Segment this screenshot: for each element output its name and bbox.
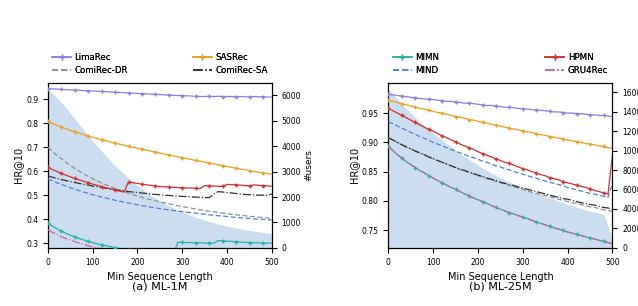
Title: (b) ML-25M: (b) ML-25M <box>469 281 531 291</box>
Y-axis label: #users: #users <box>304 149 313 181</box>
Title: (a) ML-1M: (a) ML-1M <box>132 281 188 291</box>
Y-axis label: HR@10: HR@10 <box>349 147 359 183</box>
Legend: LimaRec, ComiRec-DR, SASRec, ComiRec-SA: LimaRec, ComiRec-DR, SASRec, ComiRec-SA <box>52 53 267 75</box>
Legend: MIMN, MIND, HPMN, GRU4Rec: MIMN, MIND, HPMN, GRU4Rec <box>393 53 608 75</box>
X-axis label: Min Sequence Length: Min Sequence Length <box>448 272 553 282</box>
X-axis label: Min Sequence Length: Min Sequence Length <box>107 272 212 282</box>
Y-axis label: HR@10: HR@10 <box>13 147 23 183</box>
